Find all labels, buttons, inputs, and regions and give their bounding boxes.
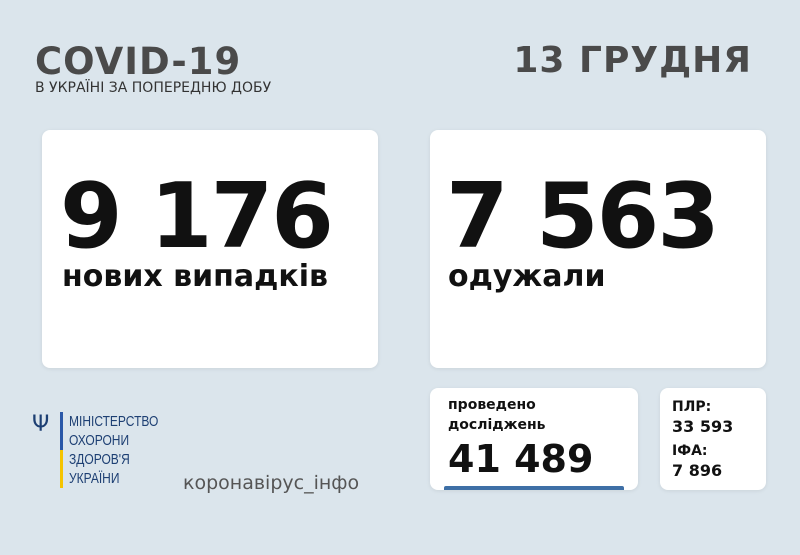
pcr-label: ПЛР: [672,399,712,415]
tests-label-line1: проведено [448,397,536,413]
tryzub-icon: Ψ [32,412,50,437]
tests-value: 41 489 [448,437,594,481]
ministry-name: МІНІСТЕРСТВО ОХОРОНИ ЗДОРОВ'Я УКРАЇНИ [69,412,158,488]
tests-card: проведено досліджень 41 489 [430,388,638,490]
new-cases-card: 9 176 нових випадків [42,130,378,368]
page-title: COVID-19 [35,40,242,83]
new-cases-label: нових випадків [62,259,328,294]
flag-bar [60,412,63,488]
ministry-line: МІНІСТЕРСТВО [69,413,159,430]
pcr-value: 33 593 [672,417,734,436]
ifa-value: 7 896 [672,461,723,480]
recovered-value: 7 563 [446,164,720,269]
recovered-label: одужали [448,259,606,294]
tests-accent-bar [444,486,624,490]
ministry-line: ОХОРОНИ [69,432,130,449]
report-date: 13 ГРУДНЯ [513,40,752,81]
tests-label-line2: досліджень [448,416,546,433]
ministry-line: УКРАЇНИ [69,470,120,487]
site-hashtag: коронавірус_інфо [183,472,360,494]
page-subtitle: В УКРАЇНІ ЗА ПОПЕРЕДНЮ ДОБУ [35,80,272,96]
ministry-logo: Ψ МІНІСТЕРСТВО ОХОРОНИ ЗДОРОВ'Я УКРАЇНИ [32,412,181,488]
new-cases-value: 9 176 [60,164,334,269]
ifa-label: ІФА: [672,443,708,459]
recovered-card: 7 563 одужали [430,130,766,368]
tests-label: проведено досліджень [448,396,546,435]
ministry-line: ЗДОРОВ'Я [69,451,130,468]
tests-breakdown-card: ПЛР: 33 593 ІФА: 7 896 [660,388,766,490]
